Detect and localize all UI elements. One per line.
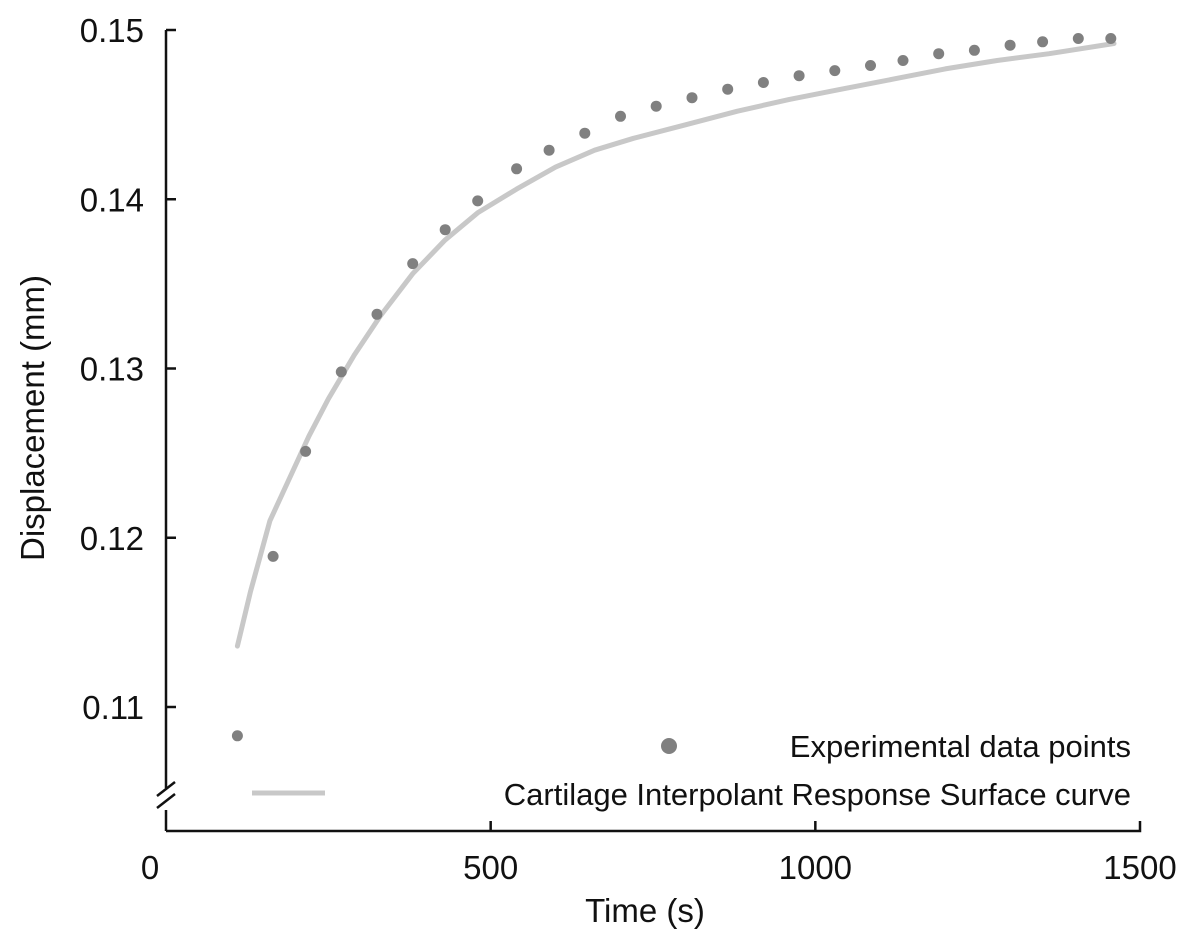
data-point bbox=[472, 195, 484, 207]
x-tick-label: 1000 bbox=[779, 849, 852, 886]
data-point bbox=[686, 92, 698, 104]
data-point bbox=[1037, 36, 1049, 48]
x-tick-label: 1500 bbox=[1103, 849, 1176, 886]
data-point bbox=[407, 258, 419, 270]
plot-area: 0 500 1000 1500 0.11 0.12 0.13 0.14 0.15 bbox=[80, 12, 1177, 886]
data-point bbox=[543, 144, 555, 156]
x-tick-label: 500 bbox=[463, 849, 518, 886]
data-point bbox=[267, 550, 279, 562]
x-axis-title: Time (s) bbox=[585, 892, 705, 929]
y-tick-label: 0.15 bbox=[80, 12, 144, 49]
x-tick-label: 0 bbox=[141, 849, 159, 886]
data-point bbox=[897, 55, 909, 66]
x-ticks: 0 500 1000 1500 bbox=[141, 821, 1177, 886]
axis-break-marker bbox=[156, 781, 176, 809]
data-point bbox=[793, 70, 805, 82]
series-layer bbox=[231, 33, 1117, 742]
data-point bbox=[829, 65, 841, 77]
data-point bbox=[933, 48, 945, 60]
series-line-cartilage-curve bbox=[234, 41, 1117, 649]
y-tick-label: 0.14 bbox=[80, 181, 144, 218]
axis-break-stroke bbox=[156, 793, 176, 809]
data-point bbox=[722, 83, 734, 95]
y-tick-label: 0.11 bbox=[82, 689, 144, 726]
y-tick-label: 0.12 bbox=[80, 520, 144, 557]
data-point bbox=[1105, 33, 1117, 44]
data-point bbox=[1004, 39, 1016, 51]
data-point bbox=[650, 100, 662, 112]
x-axis-line bbox=[166, 821, 1142, 833]
data-point bbox=[865, 60, 876, 71]
legend: Experimental data points Cartilage Inter… bbox=[252, 729, 1131, 812]
data-point bbox=[757, 77, 769, 88]
data-point bbox=[439, 224, 451, 236]
data-point bbox=[335, 366, 347, 378]
y-tick-label: 0.13 bbox=[80, 351, 144, 388]
y-axis-title: Displacement (mm) bbox=[14, 275, 51, 561]
legend-label-experimental: Experimental data points bbox=[790, 729, 1131, 764]
legend-marker-experimental bbox=[661, 738, 677, 754]
data-point bbox=[968, 44, 980, 56]
data-point bbox=[1072, 33, 1084, 44]
data-point bbox=[511, 163, 523, 175]
data-point bbox=[579, 127, 591, 139]
y-ticks: 0.11 0.12 0.13 0.14 0.15 bbox=[80, 12, 176, 726]
data-point bbox=[231, 730, 243, 742]
legend-label-curve: Cartilage Interpolant Response Surface c… bbox=[504, 777, 1131, 812]
data-point bbox=[300, 445, 312, 457]
data-point bbox=[615, 110, 626, 122]
data-point bbox=[371, 308, 383, 320]
axis-break-stroke bbox=[156, 781, 176, 797]
